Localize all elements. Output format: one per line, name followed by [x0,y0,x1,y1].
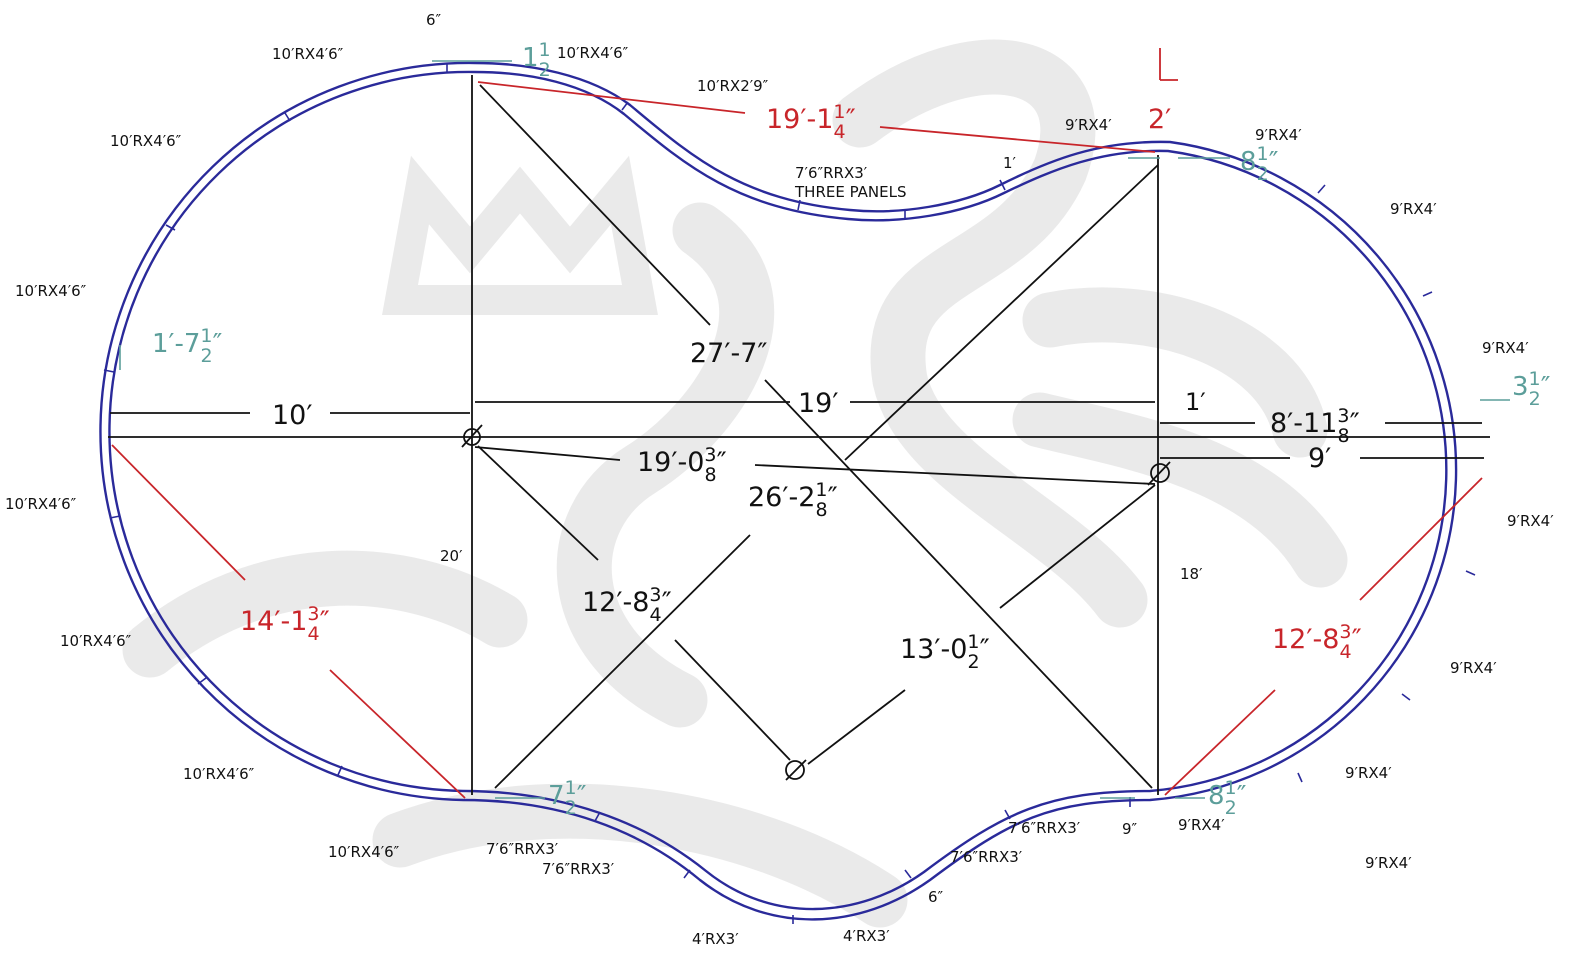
panel-label: 9′RX4′ [1178,816,1225,834]
panel-label: 9′RX4′ [1345,764,1392,782]
dim-19-0: 19′-03 8″ [637,444,727,486]
panel-label: 7′6″RRX3′ [795,164,868,182]
dim-13-0: 13′-01 2″ [900,631,990,673]
panel-label: 10′RX4′6″ [60,632,132,650]
panel-label: 10′RX4′6″ [15,282,87,300]
teal-dimension-lines [119,60,1510,799]
panel-label: 6″ [426,11,442,29]
panel-label: 9′RX4′ [1507,512,1554,530]
panel-label: 10′RX4′6″ [328,843,400,861]
dim-10ft: 10′ [272,400,313,431]
panel-seams [103,63,1476,924]
panel-label: 18′ [1180,565,1203,583]
panel-label: 7′6″RRX3′ [950,848,1023,866]
teal-dim-7-half: 71 2″ [548,777,587,819]
panel-label: 7′6″RRX3′ [1008,819,1081,837]
red-dim-12-8: 12′-83 4″ [1272,621,1362,663]
panel-label: 7′6″RRX3′ [486,840,559,858]
teal-dim-1-half: 11 2 [522,39,551,81]
dim-12-8: 12′-83 4″ [582,584,672,626]
red-dim-14-1: 14′-13 4″ [240,603,330,645]
panel-label: 9′RX4′ [1065,116,1112,134]
panel-label: THREE PANELS [794,183,907,201]
panel-label: 6″ [928,888,944,906]
dim-8-11: 8′-113 8″ [1270,405,1360,447]
panel-label: 9′RX4′ [1482,339,1529,357]
teal-dim-3-half: 31 2″ [1512,368,1551,410]
panel-label: 10′RX4′6″ [110,132,182,150]
panel-label: 9″ [1122,820,1138,838]
panel-label: 9′RX4′ [1450,659,1497,677]
panel-label: 7′6″RRX3′ [542,860,615,878]
panel-label: 9′RX4′ [1255,126,1302,144]
panel-label: 10′RX4′6″ [557,44,629,62]
black-dimension-labels: 10′ 19′ 1′ 8′-113 8″ 9′ 27′-7″ 19′-03 8″ 2… [272,338,1360,673]
dim-27-7: 27′-7″ [690,338,768,369]
teal-dim-8-half-top: 81 2″ [1240,143,1279,185]
red-dim-19-1: 19′-11 4″ [766,101,856,143]
panel-label: 20′ [440,547,463,565]
red-dim-2ft: 2′ [1148,104,1171,135]
dim-1ft: 1′ [1185,388,1206,416]
red-dimension-lines [111,48,1483,799]
panel-label: 9′RX4′ [1365,854,1412,872]
teal-dim-8-half-bottom: 81 2″ [1208,777,1247,819]
watermark-logo [122,39,1348,928]
dim-19ft: 19′ [798,388,839,419]
dim-26-2: 26′-21 8″ [748,479,838,521]
panel-labels: 6″ 10′RX4′6″ 10′RX4′6″ 10′RX2′9″ 10′RX4′… [5,11,1554,948]
panel-label: 9′RX4′ [1390,200,1437,218]
dim-9ft: 9′ [1308,443,1331,474]
panel-label: 10′RX4′6″ [5,495,77,513]
panel-label: 10′RX2′9″ [697,77,769,95]
red-dimension-labels: 19′-11 4″ 2′ 14′-13 4″ 12′-83 4″ [240,101,1362,663]
panel-label: 10′RX4′6″ [272,45,344,63]
center-markers [461,424,1171,781]
teal-dim-1-7: 1′-71 2″ [152,325,223,367]
panel-label: 4′RX3′ [843,927,890,945]
panel-label: 10′RX4′6″ [183,765,255,783]
panel-label: 4′RX3′ [692,930,739,948]
panel-label: 1′ [1003,154,1017,172]
teal-dimension-labels: 11 2 81 2″ 1′-71 2″ 31 2″ 71 2″ 81 2″ [152,39,1551,819]
pool-outline [99,61,1458,921]
